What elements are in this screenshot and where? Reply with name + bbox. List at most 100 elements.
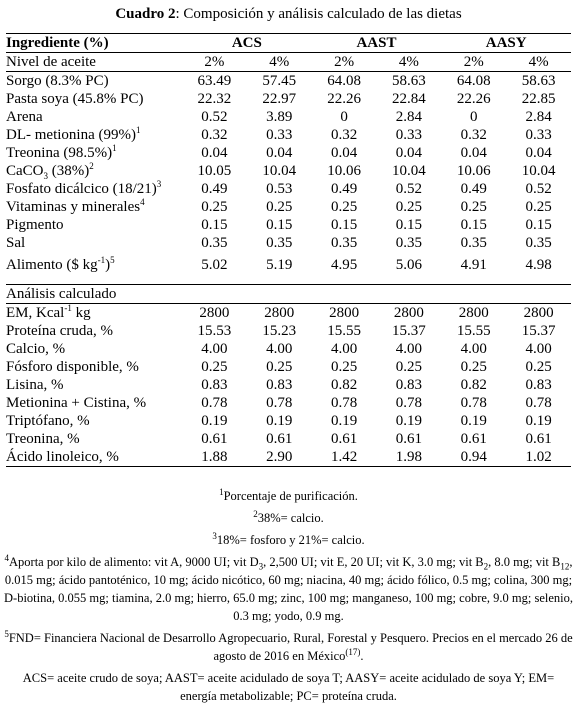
- diet-table: Ingrediente (%) ACS AAST AASY Nivel de a…: [6, 33, 571, 467]
- row-label: Vitaminas y minerales4: [6, 197, 145, 216]
- value-cell: 0.19: [525, 413, 552, 429]
- value-cell: 0.25: [201, 199, 228, 215]
- table-row: Ácido linoleico, % 1.88 2.90 1.42 1.98 0.94 1.…: [6, 448, 571, 467]
- table-row: Triptófano, % 0.19 0.19 0.19 0.19 0.19 0.19: [6, 412, 571, 430]
- value-cell: 0.25: [330, 199, 358, 215]
- value-cell: 0.78: [525, 395, 552, 411]
- price-cell: 5.02: [201, 257, 228, 273]
- footnote-abbreviations: ACS= aceite crudo de soya; AAST= aceite …: [22, 671, 555, 703]
- value-cell: 0.15: [266, 217, 293, 233]
- value-cell: 0.78: [460, 395, 487, 411]
- value-cell: 0.78: [395, 395, 423, 411]
- value-cell: 0.04: [460, 145, 487, 161]
- price-label: Alimento ($ kg-1)5: [6, 255, 115, 274]
- value-cell: 0.25: [525, 359, 552, 375]
- value-cell: 22.97: [262, 91, 297, 107]
- value-cell: 0.49: [460, 181, 487, 197]
- value-cell: 15.53: [197, 323, 232, 339]
- row-label: Proteína cruda, %: [6, 323, 114, 339]
- value-cell: 0.61: [395, 431, 423, 447]
- value-cell: 1.42: [311, 448, 377, 467]
- value-cell: 4.00: [395, 341, 423, 357]
- table-row: Metionina + Cistina, % 0.78 0.78 0.78 0.78 0.…: [6, 394, 571, 412]
- row-label: EM, Kcal-1 kg: [6, 303, 91, 322]
- header-group-aast: AAST: [311, 33, 442, 53]
- value-cell: 0.82: [460, 377, 487, 393]
- value-cell: 0.94: [441, 448, 507, 467]
- row-label: Sal: [6, 235, 26, 251]
- value-cell: 0.32: [460, 127, 487, 143]
- value-cell: 4.00: [201, 341, 228, 357]
- value-cell: 57.45: [262, 73, 297, 89]
- row-label: Treonina (98.5%)1: [6, 143, 117, 162]
- table-row: Sal 0.35 0.35 0.35 0.35 0.35 0.35: [6, 234, 571, 252]
- row-label: DL- metionina (99%)1: [6, 125, 141, 144]
- row-label: Arena: [6, 109, 43, 125]
- value-cell: 22.26: [327, 91, 361, 107]
- header-group-acs: ACS: [182, 33, 312, 53]
- table-row: Fósforo disponible, % 0.25 0.25 0.25 0.25 0.2…: [6, 358, 571, 376]
- value-cell: 0.33: [266, 127, 293, 143]
- value-cell: 0.78: [266, 395, 293, 411]
- ingredient-rows: Sorgo (8.3% PC) 63.49 57.45 64.08 58.63 64.08…: [6, 72, 571, 253]
- value-cell: 0.25: [201, 359, 228, 375]
- value-cell: 0.19: [266, 413, 293, 429]
- row-label: Fósforo disponible, %: [6, 359, 139, 375]
- value-cell: 0.25: [330, 359, 358, 375]
- footnote-2: 238%= calcio.: [253, 508, 324, 525]
- value-cell: 0.61: [460, 431, 487, 447]
- value-cell: 2.84: [525, 109, 552, 125]
- value-cell: 2800: [264, 305, 295, 321]
- value-cell: 0.83: [525, 377, 552, 393]
- table-footnotes: 1Porcentaje de purificación. 238%= calci…: [4, 487, 573, 709]
- row-label: Pasta soya (45.8% PC): [6, 91, 144, 107]
- price-cell: 4.91: [460, 257, 487, 273]
- value-cell: 15.23: [262, 323, 297, 339]
- page: Cuadro 2: Composición y análisis calcula…: [0, 6, 577, 703]
- value-cell: 4.00: [460, 341, 487, 357]
- value-cell: 0.19: [201, 413, 228, 429]
- value-cell: 2.90: [246, 448, 312, 467]
- row-label: CaCO3 (38%)2: [6, 161, 94, 181]
- table-row: Fosfato dicálcico (18/21)3 0.49 0.53 0.49 0.…: [6, 180, 571, 198]
- level-row: Nivel de aceite 2% 4% 2% 4% 2% 4%: [6, 52, 571, 72]
- value-cell: 10.04: [392, 163, 426, 179]
- price-cell: 4.98: [525, 257, 552, 273]
- value-cell: 22.85: [521, 91, 556, 107]
- analysis-header-row: Análisis calculado: [6, 284, 571, 304]
- value-cell: 0.04: [395, 145, 423, 161]
- value-cell: 10.04: [262, 163, 297, 179]
- value-cell: 1.02: [506, 448, 571, 467]
- value-cell: 22.32: [197, 91, 232, 107]
- value-cell: 10.06: [327, 163, 361, 179]
- value-cell: 0.19: [395, 413, 423, 429]
- value-cell: 2800: [458, 305, 489, 321]
- value-cell: 0.35: [460, 235, 487, 251]
- value-cell: 10.05: [197, 163, 232, 179]
- value-cell: 10.04: [521, 163, 556, 179]
- level-cell: 4%: [246, 52, 312, 72]
- value-cell: 0: [469, 109, 478, 125]
- value-cell: 0.32: [330, 127, 358, 143]
- value-cell: 58.63: [521, 73, 556, 89]
- row-label: Treonina, %: [6, 431, 80, 447]
- value-cell: 0.15: [460, 217, 487, 233]
- row-label: Metionina + Cistina, %: [6, 395, 147, 411]
- row-label: Lisina, %: [6, 377, 64, 393]
- value-cell: 22.84: [392, 91, 426, 107]
- table-caption: Cuadro 2: Composición y análisis calcula…: [0, 6, 577, 23]
- analysis-header: Análisis calculado: [6, 284, 571, 304]
- value-cell: 2.84: [395, 109, 423, 125]
- header-group-aasy: AASY: [441, 33, 571, 53]
- row-label: Ácido linoleico, %: [6, 448, 182, 467]
- value-cell: 0.25: [266, 199, 293, 215]
- value-cell: 0.83: [395, 377, 423, 393]
- value-cell: 0.15: [330, 217, 358, 233]
- value-cell: 0.15: [201, 217, 228, 233]
- value-cell: 0.83: [201, 377, 228, 393]
- price-row: Alimento ($ kg-1)5 5.02 5.19 4.95 5.06 4…: [6, 252, 571, 278]
- value-cell: 1.88: [182, 448, 247, 467]
- value-cell: 63.49: [197, 73, 232, 89]
- value-cell: 0.82: [330, 377, 358, 393]
- table-row: Treonina (98.5%)1 0.04 0.04 0.04 0.04 0.04 0.0…: [6, 144, 571, 162]
